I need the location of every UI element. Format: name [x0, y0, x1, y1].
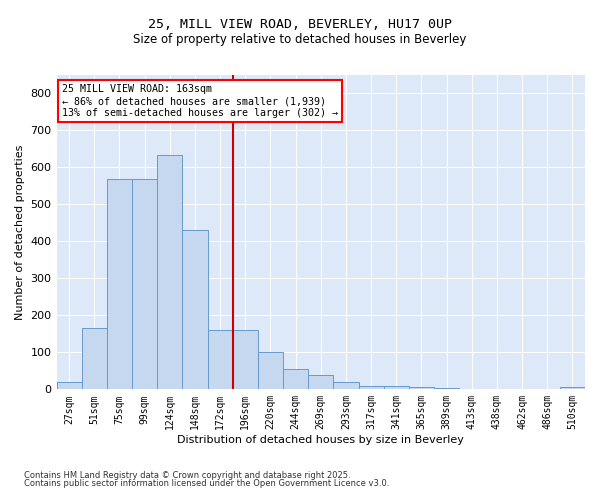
Y-axis label: Number of detached properties: Number of detached properties [15, 144, 25, 320]
Bar [258, 352, 283, 390]
Bar [459, 388, 484, 390]
Bar [132, 178, 157, 390]
Text: Contains HM Land Registry data © Crown copyright and database right 2025.: Contains HM Land Registry data © Crown c… [24, 471, 350, 480]
Bar [409, 388, 434, 390]
Bar [308, 374, 334, 390]
Bar [233, 330, 258, 390]
Bar [182, 230, 208, 390]
Text: Contains public sector information licensed under the Open Government Licence v3: Contains public sector information licen… [24, 478, 389, 488]
Bar [283, 369, 308, 390]
Bar [434, 388, 459, 390]
Bar [56, 382, 82, 390]
Text: 25 MILL VIEW ROAD: 163sqm
← 86% of detached houses are smaller (1,939)
13% of se: 25 MILL VIEW ROAD: 163sqm ← 86% of detac… [62, 84, 338, 117]
Bar [383, 386, 409, 390]
Text: Size of property relative to detached houses in Beverley: Size of property relative to detached ho… [133, 32, 467, 46]
Bar [208, 330, 233, 390]
Bar [157, 154, 182, 390]
Bar [560, 388, 585, 390]
Text: 25, MILL VIEW ROAD, BEVERLEY, HU17 0UP: 25, MILL VIEW ROAD, BEVERLEY, HU17 0UP [148, 18, 452, 30]
Bar [82, 328, 107, 390]
Bar [334, 382, 359, 390]
Bar [484, 388, 509, 390]
X-axis label: Distribution of detached houses by size in Beverley: Distribution of detached houses by size … [178, 435, 464, 445]
Bar [107, 178, 132, 390]
Bar [359, 386, 383, 390]
